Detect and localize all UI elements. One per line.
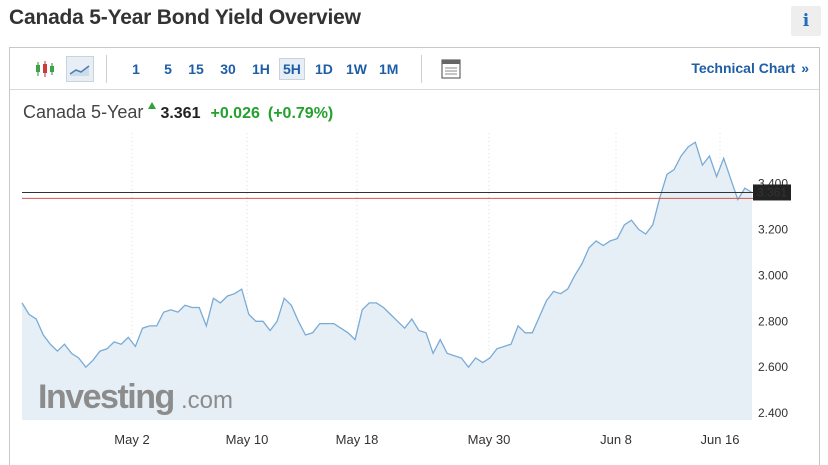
interval-1[interactable]: 1: [132, 61, 140, 77]
x-tick-label: Jun 8: [600, 432, 632, 447]
x-tick-label: May 10: [226, 432, 269, 447]
interval-1d[interactable]: 1D: [315, 61, 333, 77]
last-price: 3.361: [160, 105, 201, 122]
interval-1h[interactable]: 1H: [252, 61, 270, 77]
interval-15[interactable]: 15: [188, 61, 204, 77]
area-chart-icon[interactable]: [66, 56, 94, 82]
interval-5h[interactable]: 5H: [279, 58, 305, 80]
x-tick-label: May 2: [114, 432, 149, 447]
last-price-marker: [753, 184, 791, 201]
x-tick-label: May 30: [468, 432, 511, 447]
interval-1w[interactable]: 1W: [346, 61, 367, 77]
x-tick-label: Jun 16: [700, 432, 739, 447]
y-tick-label: 3.200: [758, 222, 788, 236]
double-chevron-right-icon: »: [801, 60, 809, 76]
y-tick-label: 2.400: [758, 406, 788, 420]
watermark-suffix: .com: [181, 387, 233, 414]
x-tick-label: May 18: [336, 432, 379, 447]
instrument-name: Canada 5-Year: [23, 102, 144, 122]
chart-toolbar: 1 5 15 30 1H 5H 1D 1W 1M Technical Chart…: [10, 48, 819, 90]
last-price-marker-label: 3.361: [757, 185, 787, 199]
interval-5[interactable]: 5: [164, 61, 172, 77]
toolbar-separator: [421, 55, 422, 83]
candlestick-icon[interactable]: [31, 56, 59, 82]
up-arrow-icon: [148, 102, 157, 109]
y-tick-label: 2.800: [758, 314, 788, 328]
price-change: +0.026: [210, 105, 260, 122]
chart-area-fill: [22, 142, 752, 420]
x-axis-ticks: May 2 May 10 May 18 May 30 Jun 8 Jun 16: [114, 432, 739, 447]
investing-watermark: Investing .com: [38, 378, 233, 416]
watermark-brand: Investing: [38, 378, 174, 416]
y-tick-label: 3.000: [758, 268, 788, 282]
info-button[interactable]: i: [791, 6, 821, 36]
price-change-percent: (+0.79%): [267, 105, 334, 122]
technical-chart-label: Technical Chart: [691, 60, 796, 76]
price-series-line: [21, 141, 753, 369]
y-tick-label: 2.600: [758, 360, 788, 374]
quote-line: Canada 5-Year 3.361 +0.026 (+0.79%): [23, 102, 333, 124]
interval-1m[interactable]: 1M: [379, 61, 399, 77]
toolbar-separator: [106, 55, 107, 83]
technical-chart-link[interactable]: Technical Chart »: [691, 60, 809, 76]
table-icon[interactable]: [437, 56, 465, 82]
chart-panel: 1 5 15 30 1H 5H 1D 1W 1M Technical Chart…: [9, 47, 820, 465]
page-title: Canada 5-Year Bond Yield Overview: [9, 6, 361, 29]
interval-30[interactable]: 30: [220, 61, 236, 77]
